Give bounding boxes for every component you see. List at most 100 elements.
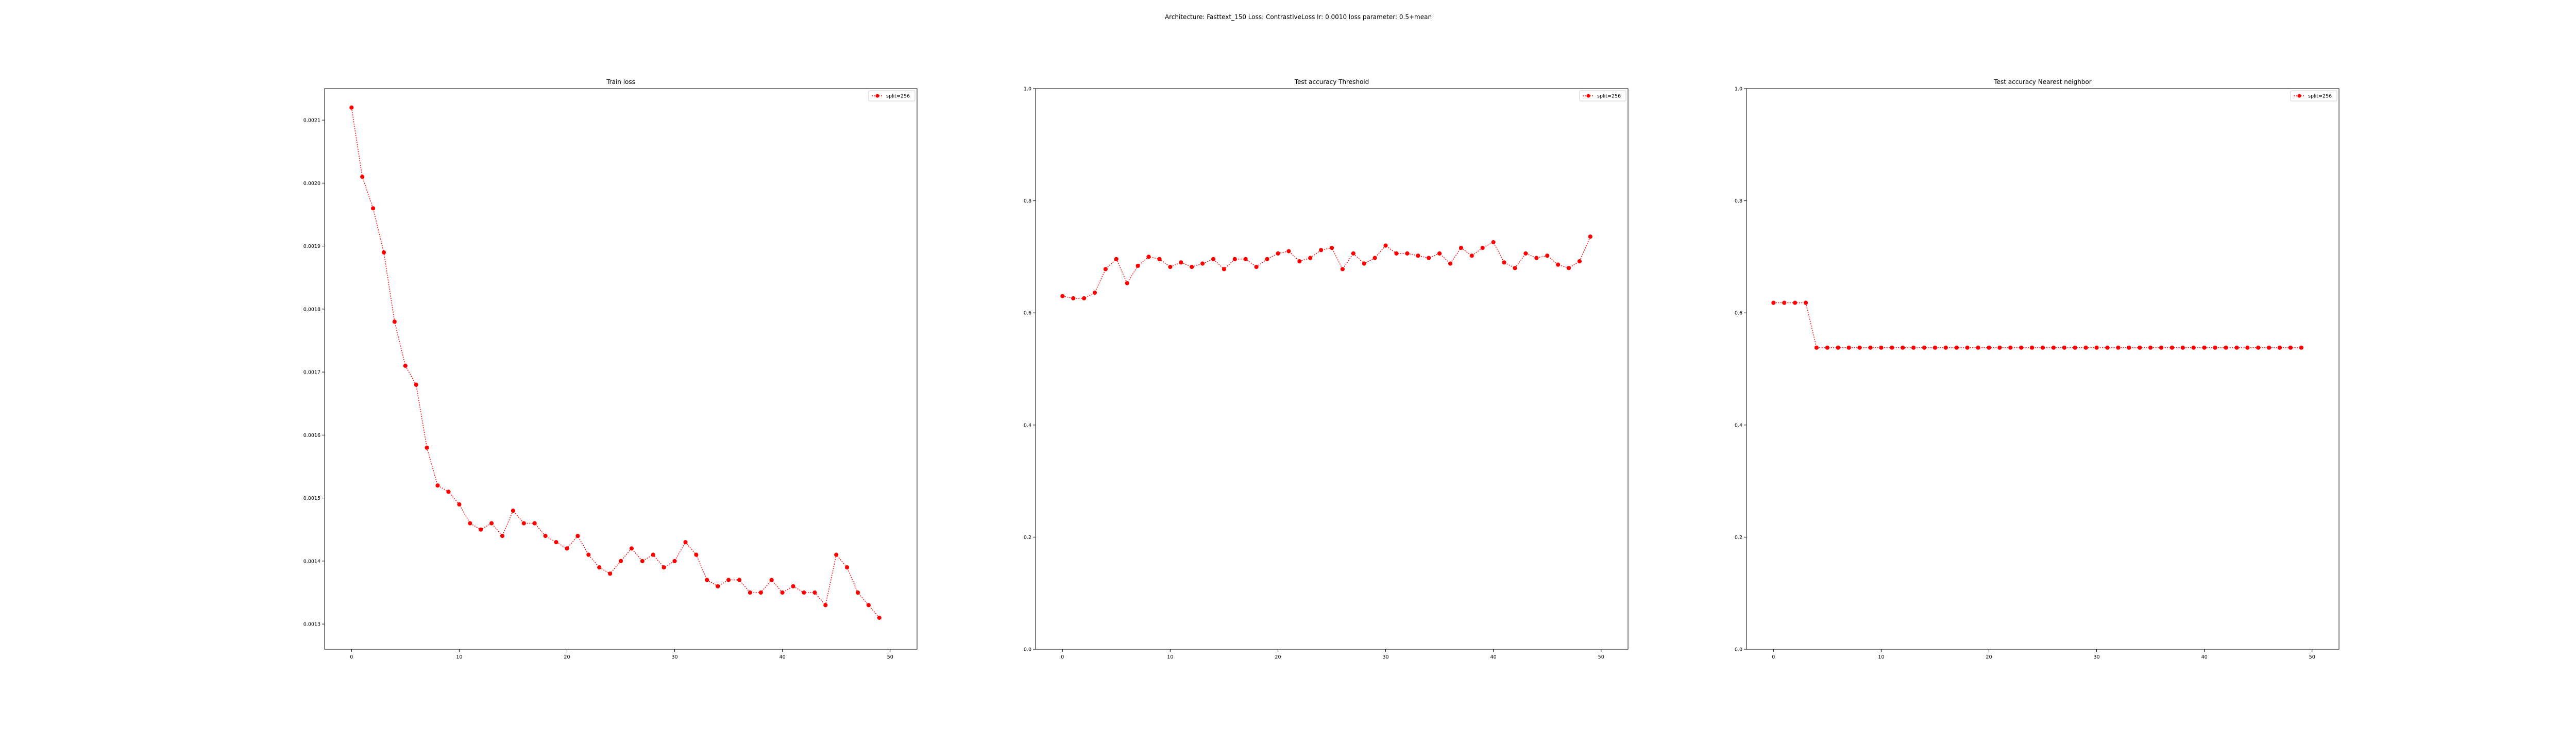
data-point: [1846, 345, 1851, 350]
data-point: [705, 578, 709, 582]
data-point: [2019, 345, 2024, 350]
data-point: [1243, 257, 1248, 261]
data-point: [1082, 296, 1087, 301]
data-point: [2277, 345, 2282, 350]
axes-frame: [324, 88, 918, 650]
y-tick-label: 0.2: [1735, 535, 1742, 541]
data-point: [2267, 345, 2272, 350]
data-point: [2040, 345, 2045, 350]
data-point: [1782, 300, 1787, 305]
legend-marker: [2297, 94, 2301, 98]
data-point: [1868, 345, 1873, 350]
data-point: [2299, 345, 2303, 350]
data-point: [1976, 345, 1980, 350]
data-point: [758, 590, 763, 595]
data-point: [1502, 260, 1506, 265]
data-point: [1190, 264, 1194, 269]
legend-label: split=256: [886, 94, 910, 99]
data-point: [2138, 345, 2142, 350]
data-point: [521, 521, 526, 526]
data-point: [1254, 264, 1259, 269]
data-point: [1825, 345, 1829, 350]
data-point: [2288, 345, 2293, 350]
data-point: [1556, 262, 1561, 267]
data-point: [532, 521, 537, 526]
data-point: [1566, 266, 1571, 271]
data-point: [511, 509, 516, 513]
data-point: [468, 521, 472, 526]
data-point: [1545, 254, 1550, 258]
data-point: [2116, 345, 2121, 350]
data-point: [812, 590, 817, 595]
data-point: [1114, 257, 1118, 261]
data-point: [403, 363, 408, 368]
x-tick-label: 30: [671, 654, 677, 660]
data-point: [737, 578, 742, 582]
data-point: [845, 565, 850, 570]
data-point: [1459, 245, 1463, 250]
x-tick-label: 30: [2093, 654, 2099, 660]
y-tick-label: 0.0021: [303, 118, 320, 124]
y-tick-label: 0.4: [1024, 423, 1031, 428]
x-tick-label: 0: [1772, 654, 1775, 660]
data-point: [694, 552, 699, 557]
data-point: [2051, 345, 2056, 350]
chart-panel-1: Train loss 0 10 20 30 40 50 0.0013 0.0014 0.0015 0…: [303, 78, 918, 660]
data-point: [769, 578, 774, 582]
data-point: [543, 533, 548, 538]
legend-box: [2290, 90, 2337, 102]
data-point: [2062, 345, 2066, 350]
data-point: [446, 490, 451, 494]
x-tick-label: 20: [1275, 654, 1281, 660]
series-line: [351, 107, 880, 618]
data-point: [1200, 261, 1205, 266]
data-point: [1060, 294, 1065, 298]
data-point: [2008, 345, 2013, 350]
y-tick-label: 0.0013: [303, 622, 320, 628]
data-point: [1416, 254, 1420, 258]
data-point: [618, 559, 623, 564]
data-point: [629, 546, 634, 551]
data-point: [1523, 251, 1528, 256]
axes-frame: [1035, 88, 1629, 650]
x-tick-label: 20: [564, 654, 570, 660]
x-tick-label: 50: [2309, 654, 2315, 660]
data-point: [1922, 345, 1927, 350]
data-point: [1103, 267, 1108, 272]
data-point: [726, 578, 731, 582]
data-point: [1588, 234, 1592, 239]
data-point: [371, 206, 376, 211]
data-point: [1448, 261, 1453, 266]
chart-panel-3: Test accuracy Nearest neighbor 0 10 20 30 40 5…: [1735, 78, 2340, 660]
data-point: [349, 105, 354, 110]
data-point: [457, 502, 462, 507]
data-point: [651, 552, 655, 557]
data-point: [1491, 240, 1496, 245]
data-point: [1879, 345, 1884, 350]
y-tick-label: 1.0: [1735, 87, 1742, 92]
data-point: [575, 533, 580, 538]
data-point: [1179, 260, 1183, 265]
data-point: [1911, 345, 1916, 350]
data-point: [1383, 243, 1388, 248]
x-tick-label: 40: [2201, 654, 2208, 660]
data-point: [1814, 345, 1819, 350]
data-point: [877, 615, 882, 620]
data-point: [479, 527, 483, 532]
data-point: [855, 590, 860, 595]
data-point: [425, 445, 429, 450]
y-tick-label: 0.2: [1024, 535, 1031, 541]
legend-label: split=256: [1597, 94, 1621, 99]
legend-marker: [1586, 94, 1590, 98]
data-point: [1125, 281, 1129, 285]
data-point: [2180, 345, 2185, 350]
data-point: [1836, 345, 1840, 350]
data-point: [414, 382, 418, 387]
chart-panel-2: Test accuracy Threshold 0 10 20 30 40 50 0.0 0.2…: [1024, 78, 1629, 660]
data-point: [1340, 267, 1345, 272]
data-point: [2105, 345, 2110, 350]
data-point: [1308, 256, 1313, 260]
y-tick-label: 0.0016: [303, 433, 320, 439]
x-tick-label: 10: [1878, 654, 1884, 660]
data-point: [597, 565, 602, 570]
